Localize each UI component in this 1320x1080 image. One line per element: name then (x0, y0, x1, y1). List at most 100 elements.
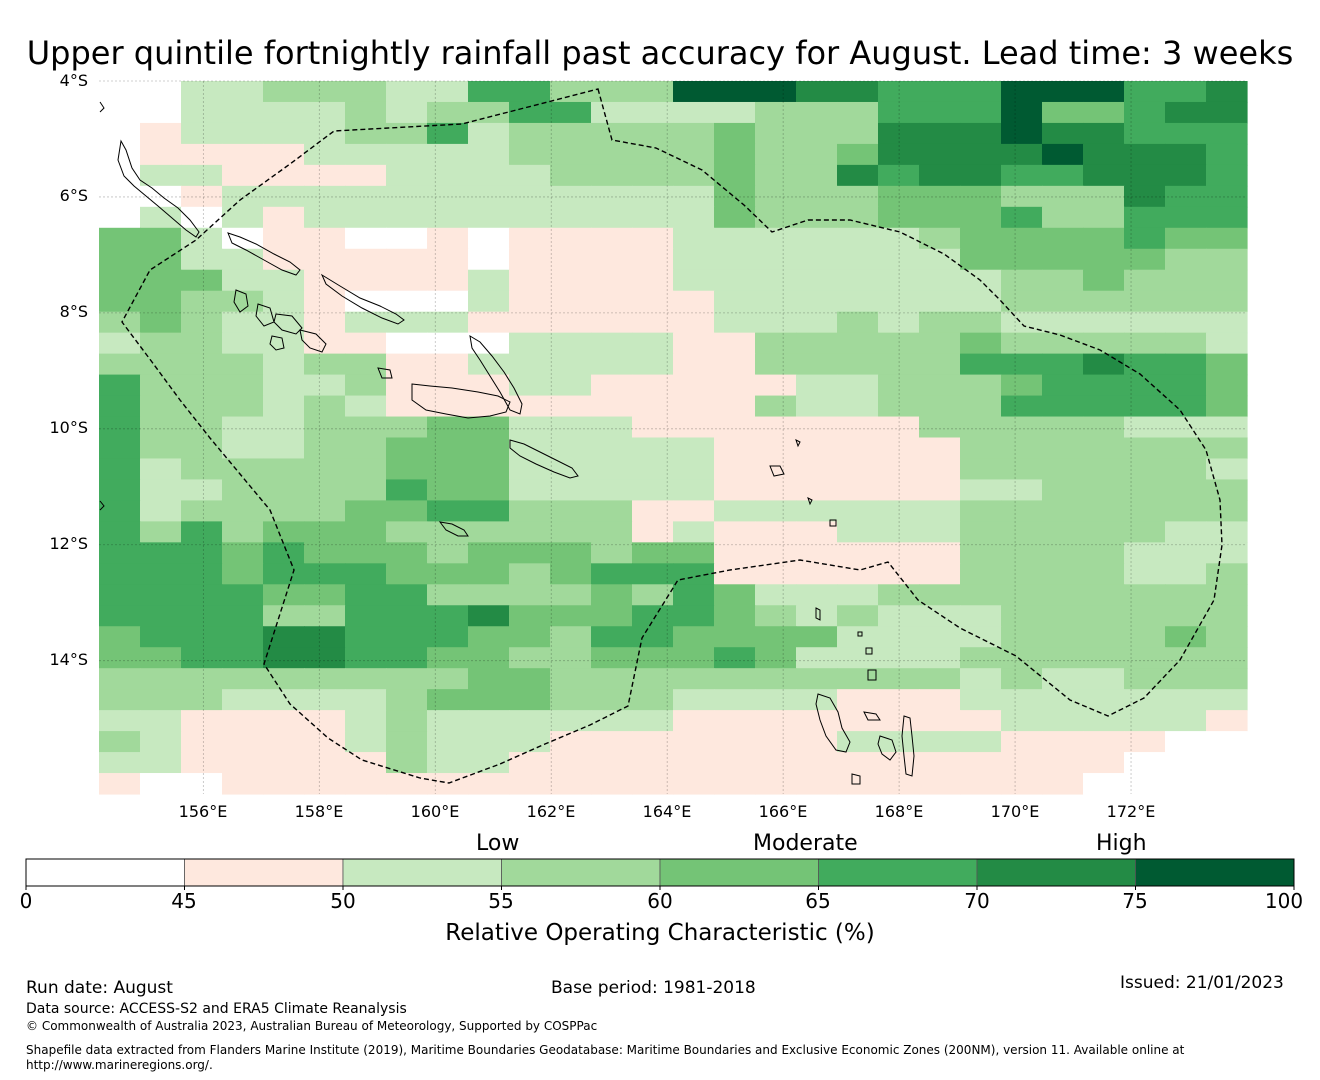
grid-cell (1001, 500, 1043, 522)
eez-boundaries (121, 88, 1223, 784)
grid-cell (960, 479, 1002, 502)
grid-cell (468, 542, 510, 564)
grid-cell (468, 248, 510, 271)
grid-cell (304, 437, 346, 460)
grid-cell (591, 605, 633, 627)
grid-cell (878, 416, 920, 439)
grid-cell (1083, 626, 1125, 648)
grid-cell (755, 206, 797, 229)
grid-cell (427, 479, 469, 502)
grid-cell (632, 311, 674, 334)
colorbar-segment (342, 858, 502, 887)
grid-cell (99, 752, 141, 774)
lon-label: 156°E (178, 802, 228, 821)
map-title: Upper quintile fortnightly rainfall past… (26, 34, 1294, 72)
grid-cell (1124, 689, 1166, 711)
grid-cell (1206, 353, 1248, 376)
grid-cell (1042, 143, 1084, 166)
grid-cell (1124, 332, 1166, 355)
grid-cell (919, 479, 961, 502)
grid-cell (468, 81, 510, 103)
grid-cell (673, 416, 715, 439)
grid-cell (1165, 395, 1207, 418)
grid-cell (304, 101, 346, 124)
lon-label: 164°E (642, 802, 692, 821)
grid-cell (1042, 269, 1084, 292)
grid-cell (714, 164, 756, 187)
grid-cell (1124, 143, 1166, 166)
grid-cell (878, 248, 920, 271)
grid-cell (796, 542, 838, 564)
grid-cell (837, 311, 879, 334)
grid-cell (1206, 164, 1248, 187)
grid-cell (99, 521, 141, 543)
grid-cell (837, 521, 879, 543)
grid-cell (755, 437, 797, 460)
grid-cell (263, 311, 305, 334)
grid-cell (837, 185, 879, 208)
grid-cell (1083, 542, 1125, 564)
grid-cell (509, 752, 551, 774)
grid-cell (304, 227, 346, 250)
grid-cell (1042, 668, 1084, 690)
grid-cell (140, 206, 182, 229)
grid-cell (99, 248, 141, 271)
grid-cell (1083, 563, 1125, 585)
grid-cell (304, 311, 346, 334)
grid-cell (632, 416, 674, 439)
grid-cell (427, 605, 469, 627)
lon-label: 168°E (874, 802, 924, 821)
grid-cell (796, 626, 838, 648)
grid-cell (960, 122, 1002, 145)
grid-cell (796, 605, 838, 627)
grid-cell (427, 81, 469, 103)
grid-cell (468, 605, 510, 627)
grid-cell (1083, 647, 1125, 669)
grid-cell (591, 206, 633, 229)
grid-cell (468, 164, 510, 187)
grid-cell (796, 206, 838, 229)
grid-cell (960, 437, 1002, 460)
grid-cell (591, 458, 633, 481)
grid-cell (263, 731, 305, 753)
grid-cell (1124, 81, 1166, 103)
grid-cell (1206, 563, 1248, 585)
grid-cell (140, 773, 182, 795)
grid-cell (1042, 563, 1084, 585)
grid-cell (1001, 773, 1043, 795)
grid-cell (591, 248, 633, 271)
grid-cell (181, 332, 223, 355)
grid-cell (755, 332, 797, 355)
grid-cell (796, 710, 838, 732)
grid-cell (1001, 437, 1043, 460)
grid-cell (837, 227, 879, 250)
grid-cell (304, 626, 346, 648)
grid-cell (919, 332, 961, 355)
grid-cell (263, 416, 305, 439)
grid-cell (386, 206, 428, 229)
grid-cell (304, 458, 346, 481)
colorbar-segment (976, 858, 1136, 887)
grid-cell (427, 542, 469, 564)
grid-cell (181, 164, 223, 187)
grid-cell (509, 668, 551, 690)
grid-cell (1042, 689, 1084, 711)
grid-cell (181, 647, 223, 669)
grid-cell (591, 332, 633, 355)
grid-cell (427, 500, 469, 522)
grid-cell (468, 626, 510, 648)
grid-cell (1083, 353, 1125, 376)
grid-cell (1083, 773, 1125, 795)
grid-cell (386, 101, 428, 124)
grid-cell (591, 626, 633, 648)
grid-cell (345, 605, 387, 627)
grid-cell (468, 479, 510, 502)
grid-cell (632, 584, 674, 606)
lon-label: 170°E (990, 802, 1040, 821)
grid-cell (878, 269, 920, 292)
grid-cell (837, 122, 879, 145)
grid-cell (263, 101, 305, 124)
grid-cell (591, 437, 633, 460)
grid-cell (714, 311, 756, 334)
grid-cell (919, 143, 961, 166)
